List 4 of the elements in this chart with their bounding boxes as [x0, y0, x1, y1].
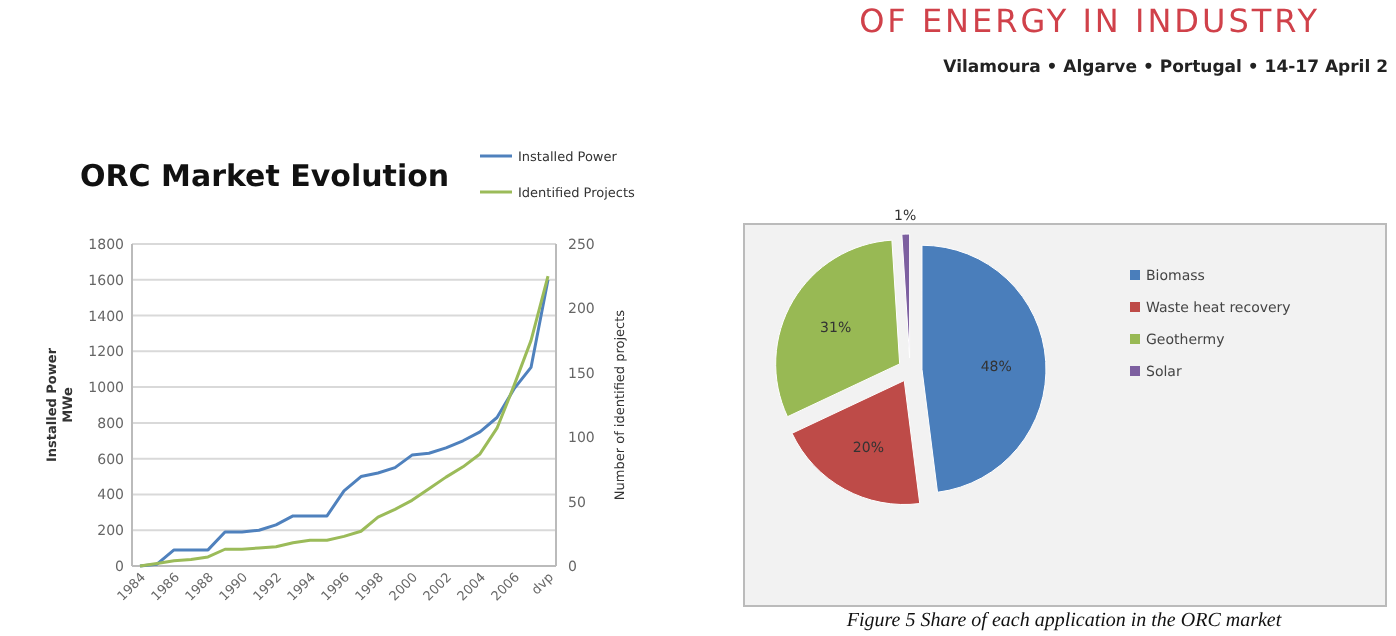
text: OF ENERGY IN INDUSTRY [859, 2, 1320, 40]
caption: Figure 5 Share of each application in the ORC market [844, 610, 1282, 632]
chart-title: ORC Market Evolution [80, 158, 450, 194]
text: Vilamoura • Algarve • Portugal • 14-17 April 2 [943, 58, 1389, 78]
